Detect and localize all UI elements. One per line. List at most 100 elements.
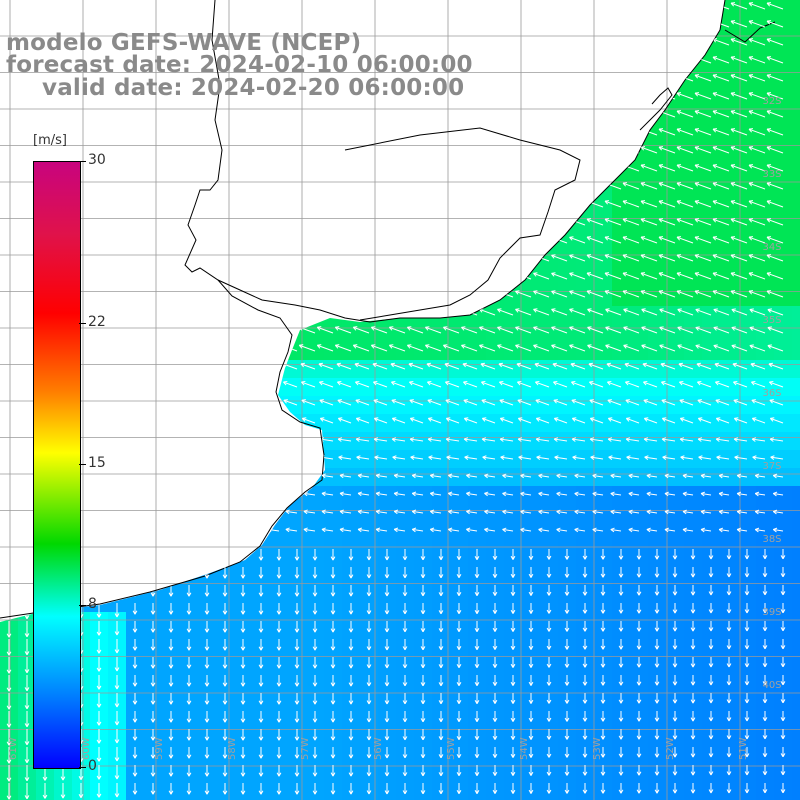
- wind-cell: [342, 792, 360, 800]
- wind-arrow: [748, 200, 766, 208]
- wind-arrow: [640, 182, 658, 190]
- wind-arrow: [766, 2, 784, 10]
- wind-cell: [216, 792, 234, 800]
- lon-label: 52W: [665, 737, 676, 760]
- wind-cell: [792, 396, 800, 414]
- wind-arrow: [730, 236, 748, 244]
- wind-arrow: [658, 164, 676, 172]
- wind-cell: [792, 342, 800, 360]
- wind-arrow: [676, 128, 694, 136]
- wind-arrow: [569, 254, 586, 262]
- wind-arrow: [766, 200, 784, 208]
- wind-cell: [126, 792, 144, 800]
- wind-arrow: [712, 218, 730, 226]
- wind-cell: [792, 216, 800, 234]
- wind-cell: [792, 252, 800, 270]
- wind-arrow: [748, 74, 766, 82]
- wind-cell: [792, 180, 800, 198]
- wind-arrow: [712, 164, 730, 172]
- wind-arrow: [748, 110, 766, 118]
- wind-cell: [792, 630, 800, 648]
- wind-arrow: [766, 128, 784, 136]
- wind-cell: [792, 270, 800, 288]
- wind-arrow: [604, 218, 622, 226]
- wind-arrow: [766, 146, 784, 154]
- wind-cell: [792, 360, 800, 378]
- wind-arrow: [658, 182, 676, 190]
- wind-cell: [306, 792, 324, 800]
- wind-cell: [720, 792, 738, 800]
- wind-cell: [162, 792, 180, 800]
- wind-cell: [270, 792, 288, 800]
- wind-arrow: [712, 146, 730, 154]
- wind-cell: [792, 126, 800, 144]
- colorbar-tick-label: 8: [88, 596, 97, 613]
- wind-arrow: [640, 200, 658, 208]
- wind-arrow: [658, 146, 676, 154]
- wind-cell: [792, 756, 800, 774]
- wind-cell: [792, 666, 800, 684]
- wind-arrow: [712, 56, 730, 64]
- wind-cell: [792, 306, 800, 324]
- wind-arrow: [676, 146, 694, 154]
- wind-cell: [612, 792, 630, 800]
- lat-label: 36S: [762, 388, 781, 399]
- wind-arrow: [748, 218, 766, 226]
- wind-cell: [792, 594, 800, 612]
- wind-cell: [468, 792, 486, 800]
- wind-arrow: [694, 110, 712, 118]
- wind-cell: [324, 792, 342, 800]
- wind-cell: [792, 522, 800, 540]
- wind-cell: [540, 792, 558, 800]
- wind-cell: [792, 108, 800, 126]
- wind-arrow: [658, 218, 676, 226]
- wind-arrow: [712, 236, 730, 244]
- lon-label: 51W: [738, 737, 749, 760]
- wind-cell: [792, 324, 800, 342]
- wind-arrow: [766, 110, 784, 118]
- wind-arrow: [676, 182, 694, 190]
- wind-arrow: [730, 92, 748, 100]
- wind-cell: [792, 774, 800, 792]
- wind-arrow: [748, 92, 766, 100]
- wind-arrow: [766, 182, 784, 190]
- wind-cell: [792, 36, 800, 54]
- wind-arrow: [748, 2, 766, 10]
- wind-cell: [558, 792, 576, 800]
- lon-label: 60W: [81, 737, 92, 760]
- wind-cell: [684, 792, 702, 800]
- wind-arrow: [730, 74, 748, 82]
- wind-arrow: [712, 200, 730, 208]
- wind-arrow: [748, 56, 766, 64]
- wind-arrow: [766, 236, 784, 244]
- colorbar-tick-mark: [79, 322, 86, 324]
- wind-cell: [360, 792, 378, 800]
- wind-arrow: [604, 236, 622, 244]
- wind-arrow: [712, 92, 730, 100]
- wind-arrow: [730, 146, 748, 154]
- wind-cell: [198, 792, 216, 800]
- colorbar-tick-mark: [79, 767, 86, 768]
- wind-arrow: [694, 182, 712, 190]
- wind-cell: [792, 90, 800, 108]
- wind-cell: [522, 792, 540, 800]
- wind-cell: [792, 702, 800, 720]
- lon-label: 59W: [154, 737, 165, 760]
- wind-cell: [792, 558, 800, 576]
- wind-arrow: [676, 92, 694, 100]
- wind-cell: [792, 72, 800, 90]
- wind-arrow: [622, 182, 640, 190]
- wind-arrow: [748, 146, 766, 154]
- wind-arrow: [586, 236, 604, 244]
- wind-arrow: [748, 236, 766, 244]
- wind-cell: [180, 792, 198, 800]
- wind-arrow: [694, 218, 712, 226]
- wind-arrow: [640, 164, 658, 172]
- wind-cell: [252, 792, 270, 800]
- wind-cell: [792, 738, 800, 756]
- lon-label: 53W: [592, 737, 603, 760]
- lon-label: 56W: [373, 737, 384, 760]
- legend-unit-label: [m/s]: [33, 133, 67, 148]
- wind-arrow: [676, 236, 694, 244]
